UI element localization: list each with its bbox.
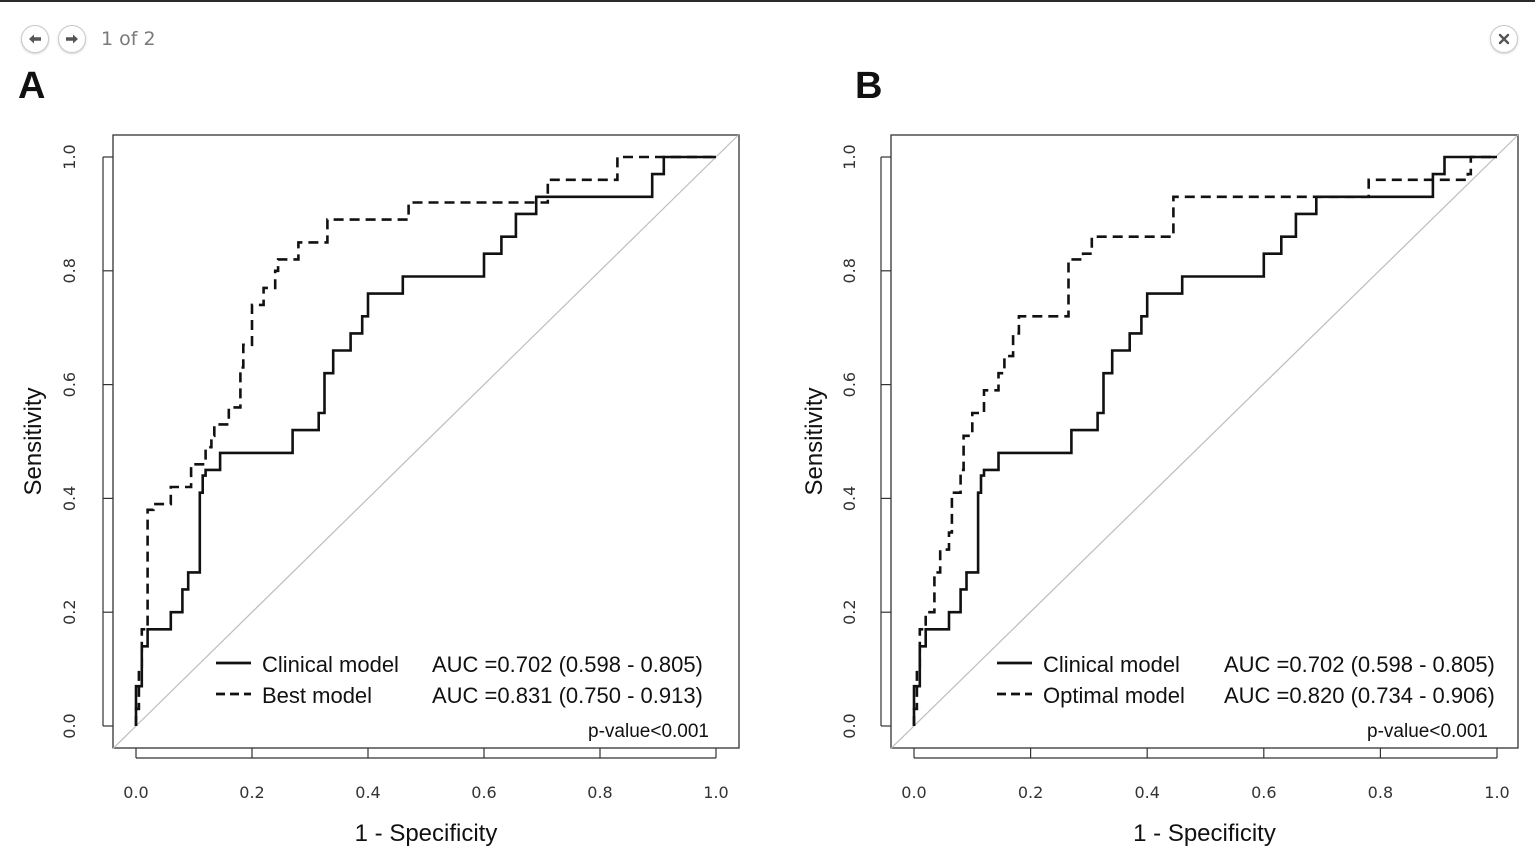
x-tick-label: 0.0 bbox=[901, 783, 926, 802]
y-tick-label: 0.6 bbox=[60, 372, 79, 397]
y-tick-label: 0.8 bbox=[840, 258, 859, 283]
roc-curve-dashed bbox=[134, 155, 716, 726]
x-tick-label: 0.6 bbox=[1251, 783, 1276, 802]
legend-label: Optimal model bbox=[1043, 683, 1185, 708]
close-button[interactable] bbox=[1490, 25, 1518, 53]
arrow-right-icon bbox=[66, 34, 78, 44]
window-top-border bbox=[0, 0, 1535, 2]
y-axis-label: Sensitivity bbox=[20, 387, 47, 495]
roc-curve-solid bbox=[134, 155, 716, 726]
x-tick-label: 0.2 bbox=[1018, 783, 1043, 802]
y-axis-label: Sensitivity bbox=[801, 387, 828, 495]
y-tick-label: 0.6 bbox=[840, 372, 859, 397]
panel-label-a: A bbox=[18, 65, 46, 107]
y-tick-label: 0.2 bbox=[840, 599, 859, 624]
previous-button[interactable] bbox=[21, 25, 49, 53]
next-button[interactable] bbox=[58, 25, 86, 53]
y-tick-label: 0.4 bbox=[60, 486, 79, 511]
y-tick-label: 0.2 bbox=[60, 599, 79, 624]
plot-frame bbox=[112, 134, 740, 749]
x-axis-label: 1 - Specificity bbox=[355, 820, 498, 847]
legend-label: Clinical model bbox=[262, 652, 399, 677]
x-tick-label: 1.0 bbox=[703, 783, 728, 802]
p-value-annotation: p-value<0.001 bbox=[1367, 721, 1488, 742]
viewer-toolbar: 1 of 2 bbox=[0, 0, 1535, 70]
x-tick-label: 0.4 bbox=[355, 783, 380, 802]
y-tick-label: 0.8 bbox=[60, 258, 79, 283]
arrow-left-icon bbox=[29, 34, 41, 44]
chart-panel-a: 0.0 0.2 0.4 0.6 0.8 1.0 0.0 0.2 0.4 0.6 0.8 1.0 1 - … bbox=[20, 134, 740, 847]
roc-curve-dashed bbox=[912, 155, 1497, 726]
legend-auc: AUC =0.702 (0.598 - 0.805) bbox=[432, 652, 703, 677]
legend-auc: AUC =0.820 (0.734 - 0.906) bbox=[1224, 683, 1495, 708]
x-tick-label: 0.8 bbox=[587, 783, 612, 802]
legend-auc: AUC =0.831 (0.750 - 0.913) bbox=[432, 683, 703, 708]
x-tick-label: 0.2 bbox=[239, 783, 264, 802]
legend-label: Best model bbox=[262, 683, 372, 708]
x-tick-label: 0.4 bbox=[1134, 783, 1159, 802]
y-tick-label: 1.0 bbox=[840, 144, 859, 169]
x-tick-label: 0.6 bbox=[471, 783, 496, 802]
y-tick-label: 0.0 bbox=[840, 713, 859, 738]
reference-diagonal bbox=[112, 134, 739, 749]
p-value-annotation: p-value<0.001 bbox=[588, 721, 709, 742]
legend-label: Clinical model bbox=[1043, 652, 1180, 677]
y-tick-label: 0.4 bbox=[840, 486, 859, 511]
roc-curve-solid bbox=[912, 155, 1497, 726]
x-tick-label: 0.8 bbox=[1368, 783, 1393, 802]
legend-auc: AUC =0.702 (0.598 - 0.805) bbox=[1224, 652, 1495, 677]
x-tick-label: 1.0 bbox=[1484, 783, 1509, 802]
page-indicator: 1 of 2 bbox=[101, 28, 156, 50]
y-tick-label: 1.0 bbox=[60, 144, 79, 169]
x-axis-label: 1 - Specificity bbox=[1133, 820, 1276, 847]
y-tick-label: 0.0 bbox=[60, 713, 79, 738]
reference-diagonal bbox=[890, 134, 1519, 749]
panel-label-b: B bbox=[855, 65, 883, 107]
x-tick-label: 0.0 bbox=[123, 783, 148, 802]
plot-frame bbox=[890, 134, 1519, 749]
close-icon bbox=[1498, 33, 1510, 45]
chart-panel-b: 0.0 0.2 0.4 0.6 0.8 1.0 0.0 0.2 0.4 0.6 0.8 1.0 1 - … bbox=[801, 134, 1519, 847]
